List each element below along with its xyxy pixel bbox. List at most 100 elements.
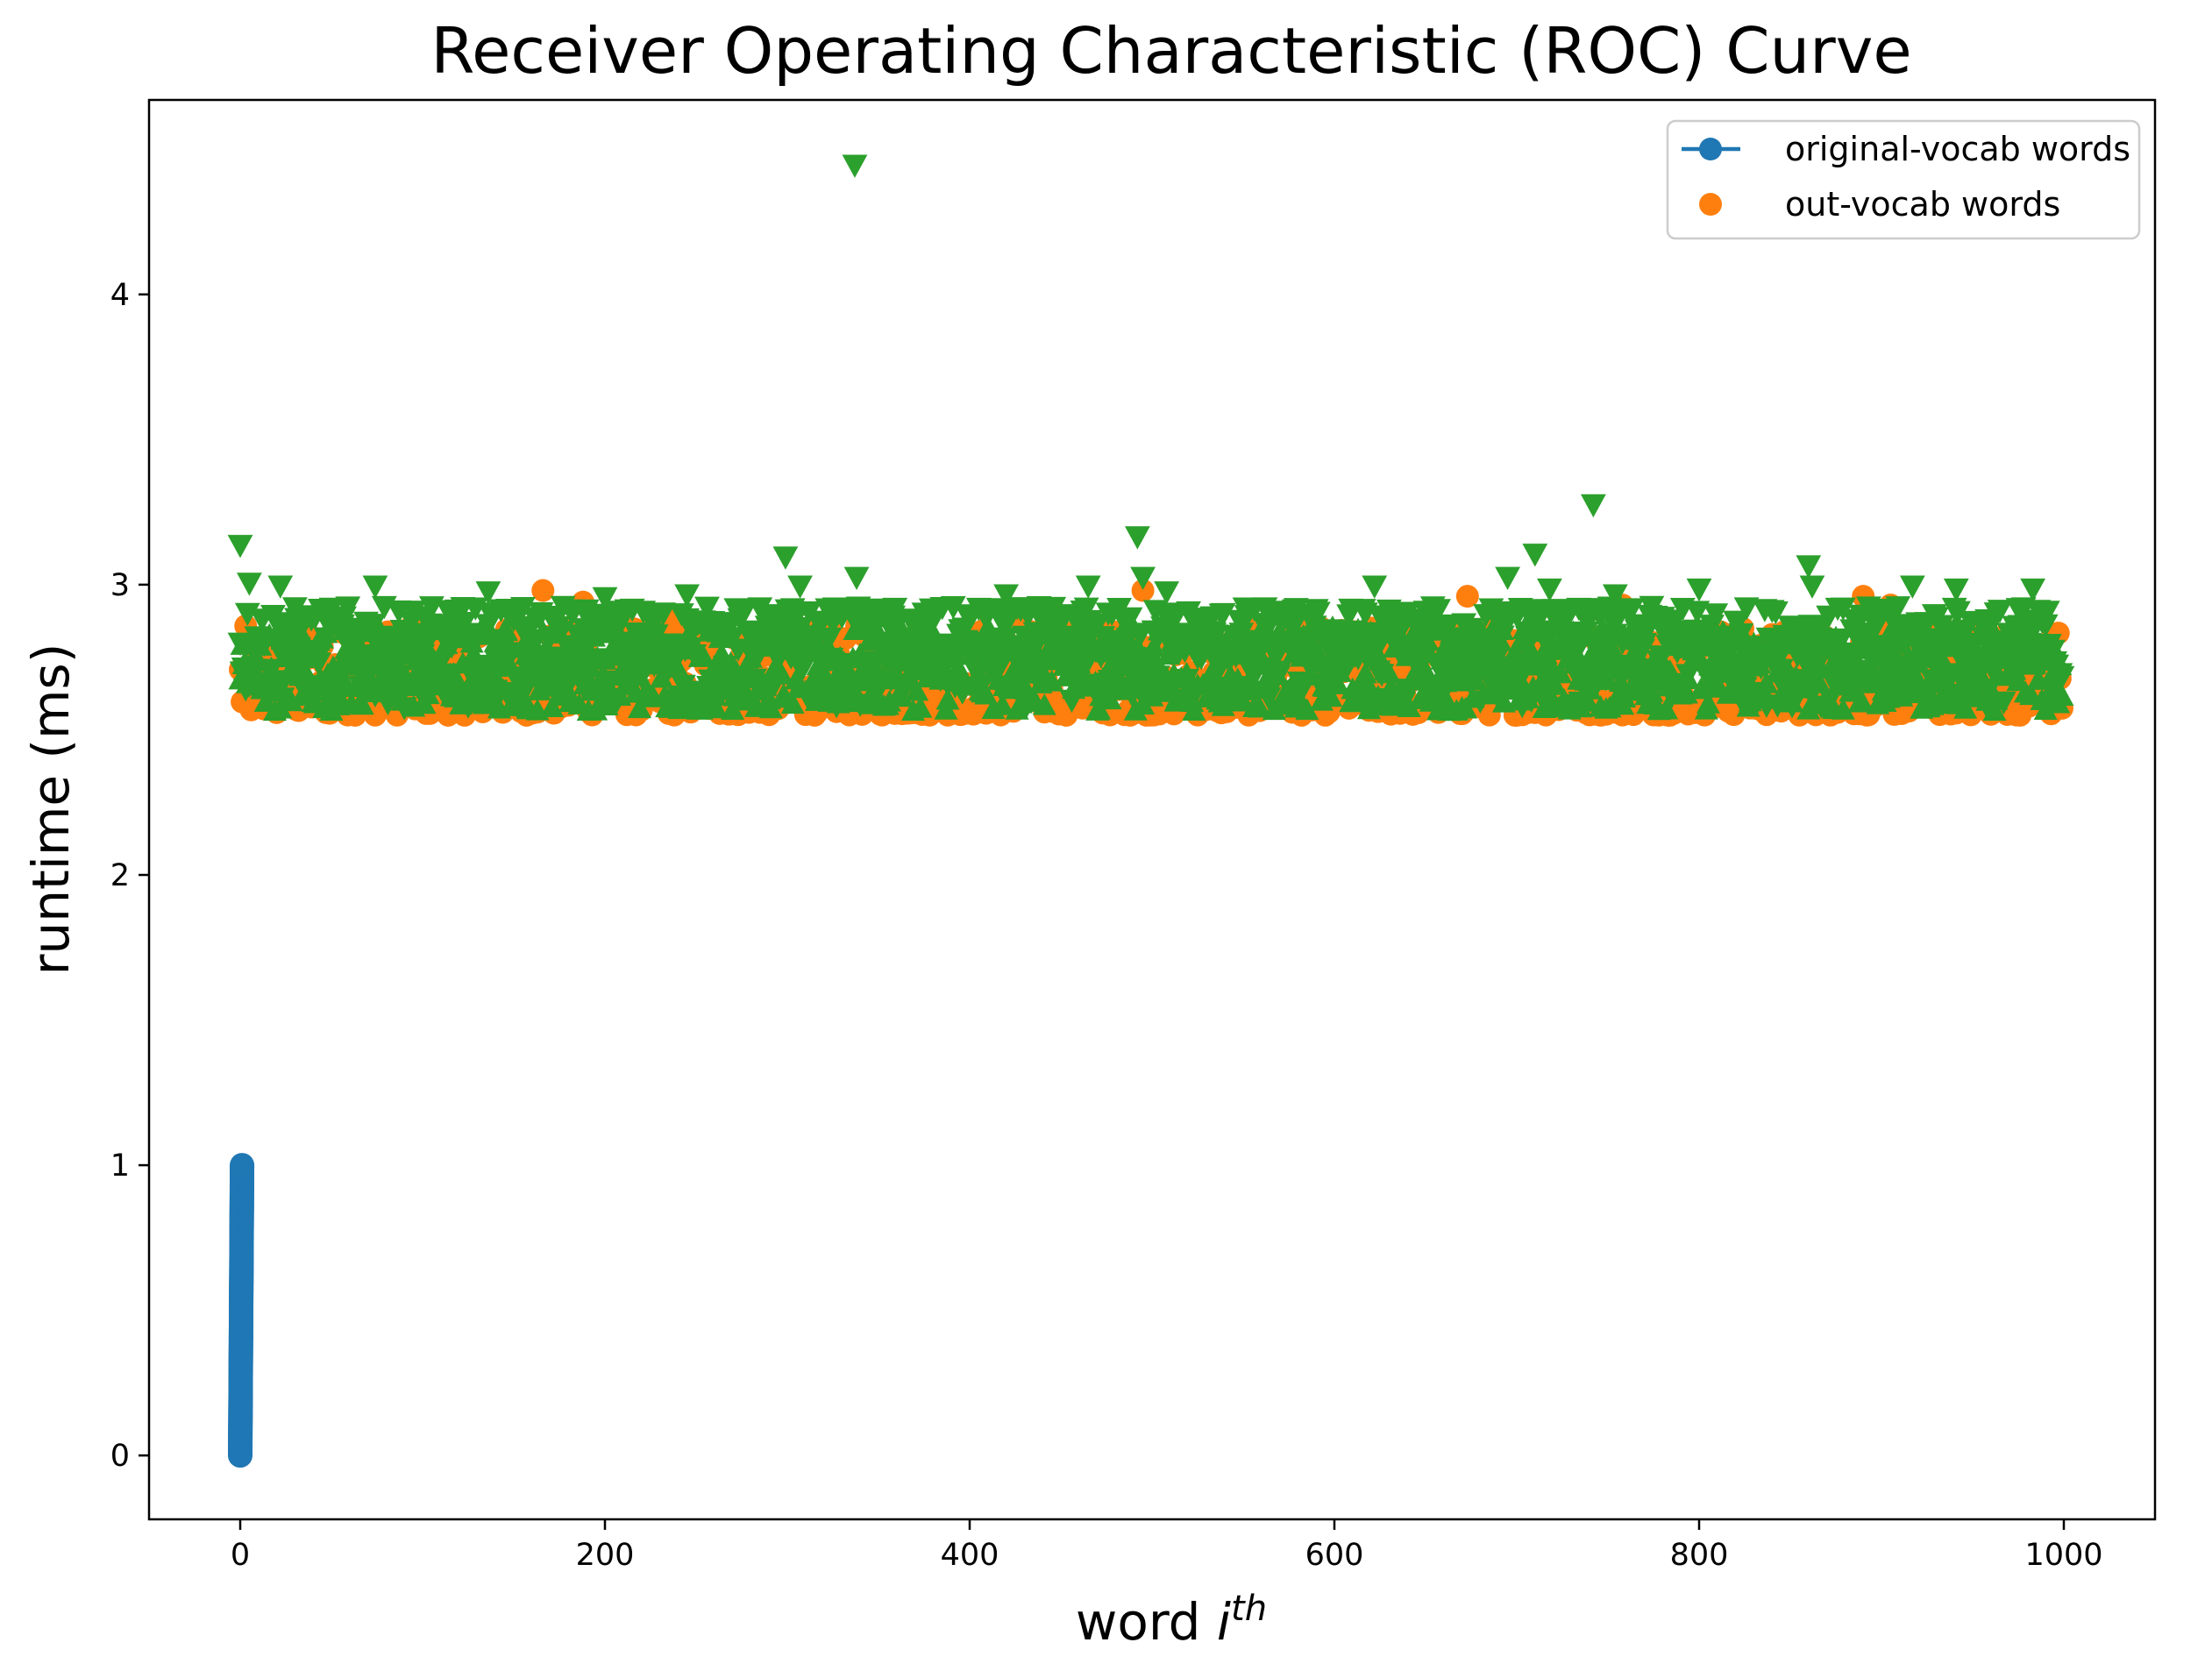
triangle-down-point bbox=[384, 658, 410, 682]
triangle-down-point bbox=[1591, 634, 1618, 658]
triangle-down-point bbox=[1291, 676, 1317, 700]
triangle-down-point bbox=[1858, 659, 1883, 683]
triangle-down-point bbox=[1830, 597, 1856, 621]
triangle-down-point bbox=[360, 614, 387, 637]
triangle-down-point bbox=[1028, 649, 1054, 673]
triangle-down-point bbox=[551, 680, 578, 705]
triangle-down-point bbox=[1697, 671, 1723, 694]
triangle-down-point bbox=[362, 575, 388, 599]
triangle-down-point bbox=[1305, 601, 1331, 625]
triangle-down-point bbox=[1537, 578, 1562, 602]
triangle-down-point bbox=[1978, 656, 2004, 680]
triangle-down-point bbox=[950, 681, 976, 705]
triangle-down-point bbox=[1632, 633, 1657, 657]
triangle-down-point bbox=[643, 624, 669, 648]
triangle-down-point bbox=[1990, 691, 2016, 715]
triangle-down-point bbox=[1144, 665, 1170, 689]
triangle-down-point bbox=[428, 651, 454, 675]
triangle-down-point bbox=[1500, 675, 1526, 700]
triangle-down-point bbox=[475, 581, 501, 605]
triangle-up-point bbox=[1032, 693, 1056, 715]
triangle-down-point bbox=[720, 627, 745, 651]
x-axis-label-sup: th bbox=[1231, 1589, 1267, 1629]
triangle-down-point bbox=[452, 611, 478, 636]
triangle-down-point bbox=[1899, 575, 1925, 599]
x-axis-label-base: word bbox=[1076, 1592, 1217, 1652]
series-original-vocab bbox=[228, 1153, 255, 1468]
triangle-down-point bbox=[1468, 690, 1493, 714]
triangle-up-point bbox=[1689, 677, 1713, 700]
triangle-down-point bbox=[762, 673, 787, 697]
triangle-down-point bbox=[1762, 601, 1789, 625]
triangle-down-point bbox=[843, 566, 870, 590]
triangle-up-point bbox=[1982, 699, 2007, 722]
y-axis: 0 1 2 3 4 bbox=[110, 278, 149, 1474]
triangle-down-point bbox=[355, 666, 381, 691]
x-tick-label: 1000 bbox=[2024, 1538, 2102, 1573]
legend-frame bbox=[1666, 119, 2141, 240]
triangle-down-point bbox=[1363, 632, 1390, 657]
triangle-down-point bbox=[1564, 640, 1590, 665]
triangle-down-point bbox=[317, 689, 343, 713]
triangle-down-point bbox=[1768, 658, 1794, 682]
triangle-down-point bbox=[842, 154, 868, 178]
x-tick-label: 0 bbox=[231, 1538, 250, 1573]
out-vocab-point bbox=[1131, 579, 1155, 602]
triangle-up-point bbox=[1831, 697, 1855, 720]
triangle-up-point bbox=[1413, 658, 1438, 681]
legend-marker-original bbox=[1699, 138, 1722, 160]
triangle-down-point bbox=[1976, 679, 2002, 702]
triangle-down-point bbox=[743, 648, 770, 672]
triangle-down-point bbox=[431, 683, 458, 707]
triangle-down-point bbox=[729, 677, 755, 701]
triangle-down-point bbox=[816, 627, 843, 651]
triangle-down-point bbox=[1400, 636, 1426, 660]
triangle-down-point bbox=[629, 665, 654, 690]
triangle-down-point bbox=[512, 679, 537, 704]
triangle-up-point bbox=[1849, 688, 1874, 711]
triangle-down-point bbox=[791, 648, 817, 672]
triangle-down-point bbox=[1014, 695, 1039, 720]
triangle-down-point bbox=[437, 663, 463, 687]
triangle-down-point bbox=[1117, 607, 1143, 631]
triangle-down-point bbox=[1779, 695, 1805, 719]
triangle-down-point bbox=[681, 643, 708, 668]
triangle-down-point bbox=[1174, 668, 1199, 693]
x-tick-label: 400 bbox=[941, 1538, 999, 1573]
triangle-down-point bbox=[1157, 677, 1184, 700]
triangle-down-point bbox=[267, 575, 294, 599]
triangle-down-point bbox=[1130, 566, 1156, 590]
triangle-down-point bbox=[1228, 622, 1255, 646]
triangle-down-point bbox=[306, 652, 331, 676]
triangle-down-point bbox=[1245, 658, 1271, 682]
triangle-down-point bbox=[553, 664, 580, 687]
triangle-down-point bbox=[1618, 598, 1645, 622]
triangle-down-point bbox=[1796, 555, 1822, 579]
triangle-down-point bbox=[970, 673, 995, 697]
triangle-down-point bbox=[335, 596, 361, 620]
triangle-down-point bbox=[366, 657, 392, 681]
series-layer bbox=[227, 154, 2075, 1468]
triangle-down-point bbox=[1967, 649, 1993, 673]
triangle-down-point bbox=[1066, 628, 1092, 651]
triangle-down-point bbox=[1580, 494, 1606, 518]
triangle-down-point bbox=[1897, 666, 1924, 690]
x-tick-label: 600 bbox=[1305, 1538, 1364, 1573]
triangle-down-point bbox=[1602, 584, 1628, 608]
triangle-down-point bbox=[269, 687, 295, 711]
triangle-down-point bbox=[1828, 628, 1854, 652]
triangle-down-point bbox=[499, 642, 525, 665]
triangle-down-point bbox=[377, 685, 402, 709]
triangle-down-point bbox=[1225, 676, 1251, 700]
triangle-up-point bbox=[416, 682, 440, 705]
triangle-down-point bbox=[1100, 667, 1127, 691]
triangle-down-point bbox=[1362, 575, 1388, 599]
x-tick-label: 800 bbox=[1670, 1538, 1729, 1573]
triangle-down-point bbox=[787, 575, 813, 599]
legend-label-out: out-vocab words bbox=[1785, 185, 2060, 224]
triangle-down-point bbox=[891, 679, 917, 703]
triangle-down-point bbox=[391, 697, 417, 721]
triangle-up-point bbox=[1014, 677, 1038, 700]
triangle-down-point bbox=[1255, 686, 1282, 711]
triangle-up-point bbox=[1295, 698, 1319, 721]
